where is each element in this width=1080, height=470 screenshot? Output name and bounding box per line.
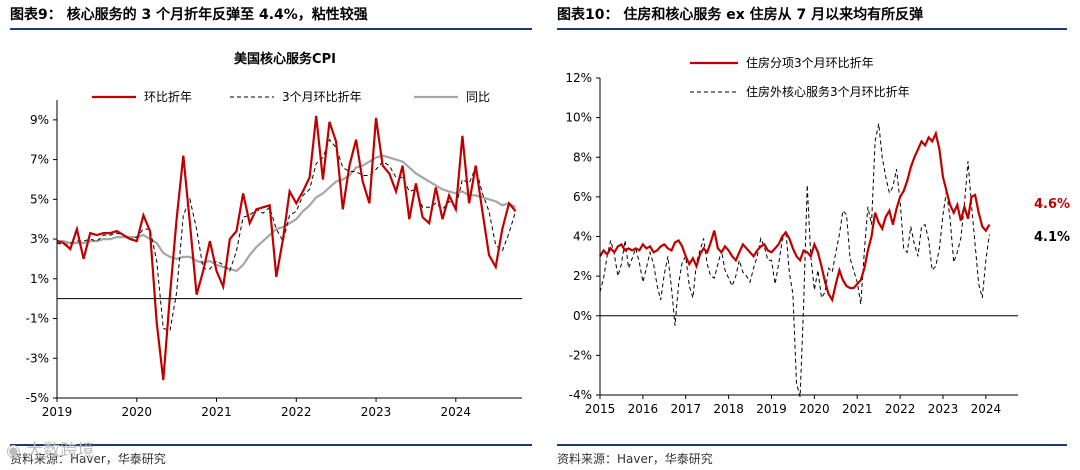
y-tick-label: -3% <box>26 351 49 365</box>
chart-title: 美国核心服务CPI <box>234 51 336 67</box>
y-tick-label: -4% <box>569 388 592 402</box>
right-panel-title: 图表10： 住房和核心服务 ex 住房从 7 月以来均有所反弹 <box>557 7 924 23</box>
x-tick-label: 2018 <box>713 402 744 416</box>
right-bottom-rule <box>557 444 1067 446</box>
y-tick-label: 10% <box>565 111 592 125</box>
left-chart: 美国核心服务CPI -5% -3% -1% 1% 3% 5% 7% 9% 2019 2020 202… <box>26 51 522 419</box>
right-chart: -4% -2% 0% 2% 4% 6% 8% 10% 12% 2015 2016 2017 2018 20… <box>565 55 1070 416</box>
y-tick-label: -2% <box>569 348 592 362</box>
x-tick-label: 2020 <box>799 402 830 416</box>
series-line-3 <box>56 115 517 381</box>
y-tick-label: 1% <box>30 272 49 286</box>
legend-label-1: 环比折年 <box>144 89 192 104</box>
legend-label-1: 住房分项3个月环比折年 <box>746 55 874 70</box>
end-label-ex-housing: 4.1% <box>1034 230 1070 245</box>
left-title-rule <box>10 28 532 30</box>
left-panel-title: 图表9： 核心服务的 3 个月折年反弹至 4.4%，粘性较强 <box>10 7 368 23</box>
y-tick-label: 2% <box>573 269 592 283</box>
watermark: ◉ 大数跨境 <box>6 441 95 461</box>
y-tick-label: 3% <box>30 232 49 246</box>
y-tick-label: 9% <box>30 113 49 127</box>
legend-label-2: 住房外核心服务3个月环比折年 <box>746 84 910 99</box>
y-tick-label: 8% <box>573 150 592 164</box>
end-label-housing: 4.6% <box>1034 197 1070 212</box>
series-line-1 <box>599 123 990 398</box>
watermark-text: 大数跨境 <box>26 441 95 461</box>
y-tick-label: -5% <box>26 391 49 405</box>
y-tick-label: 4% <box>573 230 592 244</box>
x-tick-label: 2021 <box>842 402 873 416</box>
right-source-note: 资料来源：Haver，华泰研究 <box>557 452 713 466</box>
legend-label-2: 3个月环比折年 <box>282 89 362 104</box>
x-tick-label: 2015 <box>585 402 616 416</box>
x-tick-label: 2022 <box>885 402 916 416</box>
x-tick-label: 2023 <box>361 405 392 419</box>
x-tick-label: 2016 <box>628 402 659 416</box>
y-tick-label: -1% <box>26 312 49 326</box>
x-tick-label: 2019 <box>756 402 787 416</box>
x-tick-label: 2017 <box>670 402 701 416</box>
x-tick-label: 2021 <box>201 405 232 419</box>
y-tick-label: 7% <box>30 153 49 167</box>
series-line-2 <box>599 130 991 303</box>
x-tick-label: 2023 <box>928 402 959 416</box>
left-source-note: 资料来源：Haver，华泰研究 <box>10 452 166 466</box>
left-bottom-rule <box>10 444 532 446</box>
x-tick-label: 2024 <box>971 402 1002 416</box>
y-tick-label: 0% <box>573 309 592 323</box>
series-line-1 <box>57 154 517 273</box>
y-tick-label: 5% <box>30 192 49 206</box>
x-tick-label: 2024 <box>441 405 472 419</box>
y-tick-label: 12% <box>565 71 592 85</box>
y-tick-label: 6% <box>573 190 592 204</box>
right-title-rule <box>557 28 1067 30</box>
legend-label-3: 同比 <box>466 90 490 104</box>
x-tick-label: 2022 <box>281 405 312 419</box>
x-tick-label: 2020 <box>121 405 152 419</box>
x-tick-label: 2019 <box>42 405 73 419</box>
